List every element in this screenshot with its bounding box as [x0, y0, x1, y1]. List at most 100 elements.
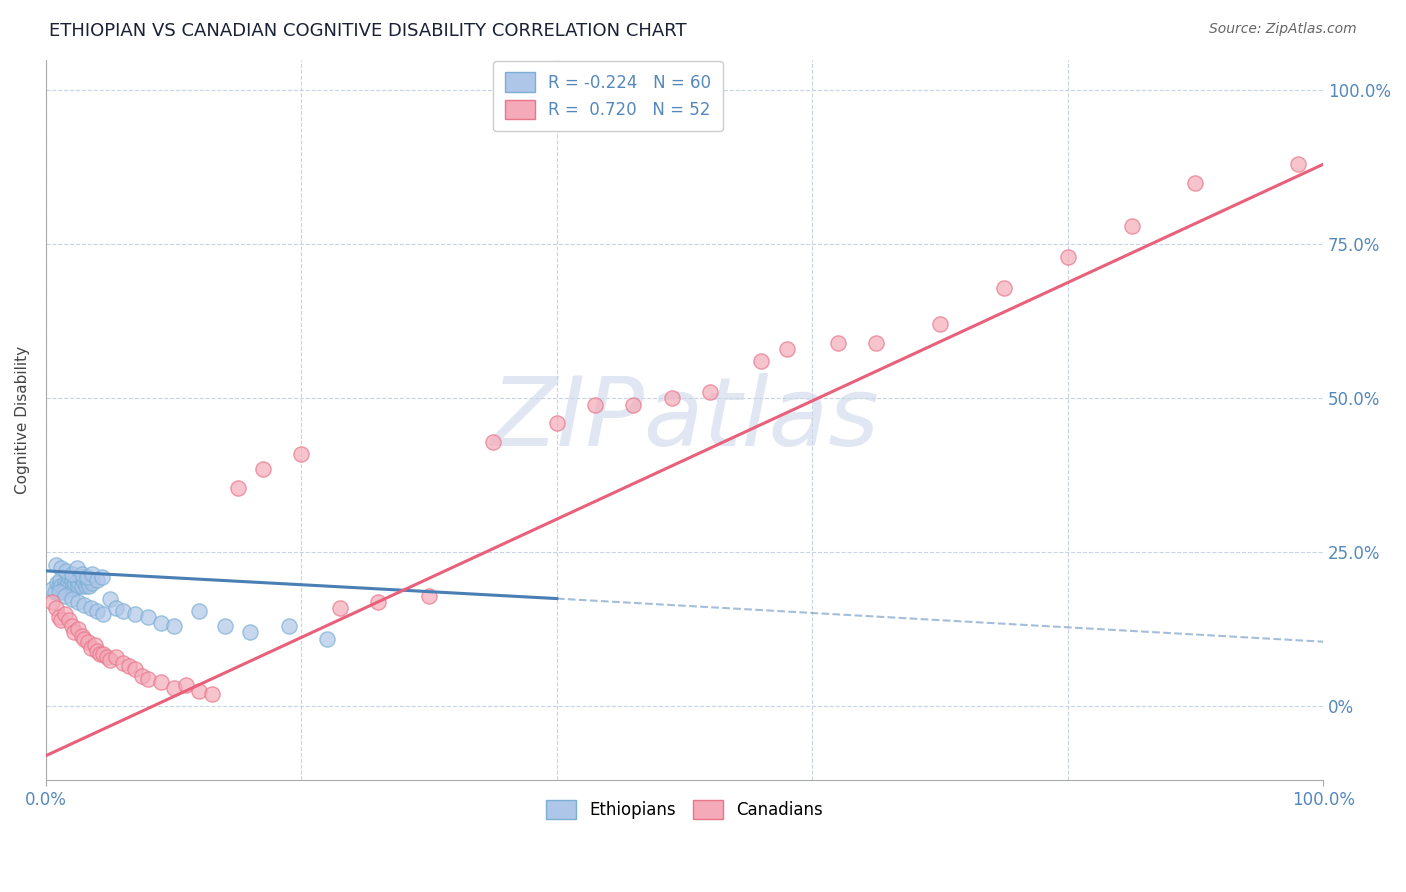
Point [111, 604, 134, 618]
Point [86, 573, 108, 587]
Point [52, 582, 75, 597]
Point [41, 582, 63, 597]
Point [124, 662, 146, 676]
Point [329, 600, 352, 615]
Point [63, 625, 86, 640]
Point [98, 591, 121, 606]
Point [44, 585, 66, 599]
Point [77, 634, 100, 648]
Point [51, 579, 73, 593]
Point [65, 573, 87, 587]
Point [105, 600, 128, 615]
Point [51, 561, 73, 575]
Point [49, 573, 72, 587]
Point [1286, 157, 1309, 171]
Point [188, 604, 211, 618]
Point [623, 398, 645, 412]
Point [58, 570, 80, 584]
Point [76, 570, 98, 584]
Point [67, 576, 90, 591]
Point [79, 600, 101, 615]
Point [96, 650, 118, 665]
Point [91, 570, 114, 584]
Point [55, 564, 77, 578]
Point [48, 585, 70, 599]
Point [929, 318, 952, 332]
Point [93, 647, 115, 661]
Point [70, 628, 93, 642]
Point [93, 607, 115, 621]
Point [60, 566, 83, 581]
Text: ZIPatlas: ZIPatlas [491, 374, 879, 467]
Point [749, 354, 772, 368]
Point [118, 659, 141, 673]
Point [316, 632, 339, 646]
Point [699, 385, 721, 400]
Point [51, 613, 73, 627]
Point [131, 668, 153, 682]
Point [46, 576, 69, 591]
Point [53, 607, 76, 621]
Point [136, 672, 159, 686]
Point [58, 613, 80, 627]
Point [83, 638, 105, 652]
Point [1121, 219, 1143, 233]
Point [76, 573, 98, 587]
Point [75, 579, 97, 593]
Point [89, 647, 111, 661]
Point [65, 576, 87, 591]
Point [418, 589, 440, 603]
Point [827, 335, 849, 350]
Point [60, 619, 83, 633]
Point [62, 579, 84, 593]
Point [73, 598, 96, 612]
Point [70, 566, 93, 581]
Point [70, 579, 93, 593]
Point [77, 576, 100, 591]
Point [252, 462, 274, 476]
Point [86, 604, 108, 618]
Point [53, 589, 76, 603]
Point [79, 579, 101, 593]
Point [41, 595, 63, 609]
Point [776, 342, 799, 356]
Text: Source: ZipAtlas.com: Source: ZipAtlas.com [1209, 22, 1357, 37]
Point [79, 640, 101, 655]
Point [48, 579, 70, 593]
Point [993, 280, 1015, 294]
Point [239, 625, 262, 640]
Point [482, 434, 505, 449]
Point [55, 579, 77, 593]
Y-axis label: Cognitive Disability: Cognitive Disability [15, 346, 30, 494]
Point [45, 600, 67, 615]
Point [69, 570, 91, 584]
Point [66, 623, 89, 637]
Point [583, 398, 606, 412]
Point [124, 607, 146, 621]
Point [80, 576, 103, 591]
Point [163, 619, 186, 633]
Point [1184, 176, 1206, 190]
Point [149, 674, 172, 689]
Point [201, 687, 224, 701]
Point [1056, 250, 1078, 264]
Point [60, 591, 83, 606]
Point [66, 579, 89, 593]
Text: ETHIOPIAN VS CANADIAN COGNITIVE DISABILITY CORRELATION CHART: ETHIOPIAN VS CANADIAN COGNITIVE DISABILI… [49, 22, 688, 40]
Point [48, 610, 70, 624]
Point [98, 653, 121, 667]
Point [136, 610, 159, 624]
Point [45, 558, 67, 572]
Point [661, 392, 683, 406]
Point [59, 579, 82, 593]
Point [188, 684, 211, 698]
Point [105, 650, 128, 665]
Point [86, 644, 108, 658]
Point [163, 681, 186, 695]
Point [111, 657, 134, 671]
Point [214, 619, 236, 633]
Point [277, 619, 299, 633]
Point [176, 678, 198, 692]
Legend: Ethiopians, Canadians: Ethiopians, Canadians [540, 794, 830, 826]
Point [367, 595, 389, 609]
